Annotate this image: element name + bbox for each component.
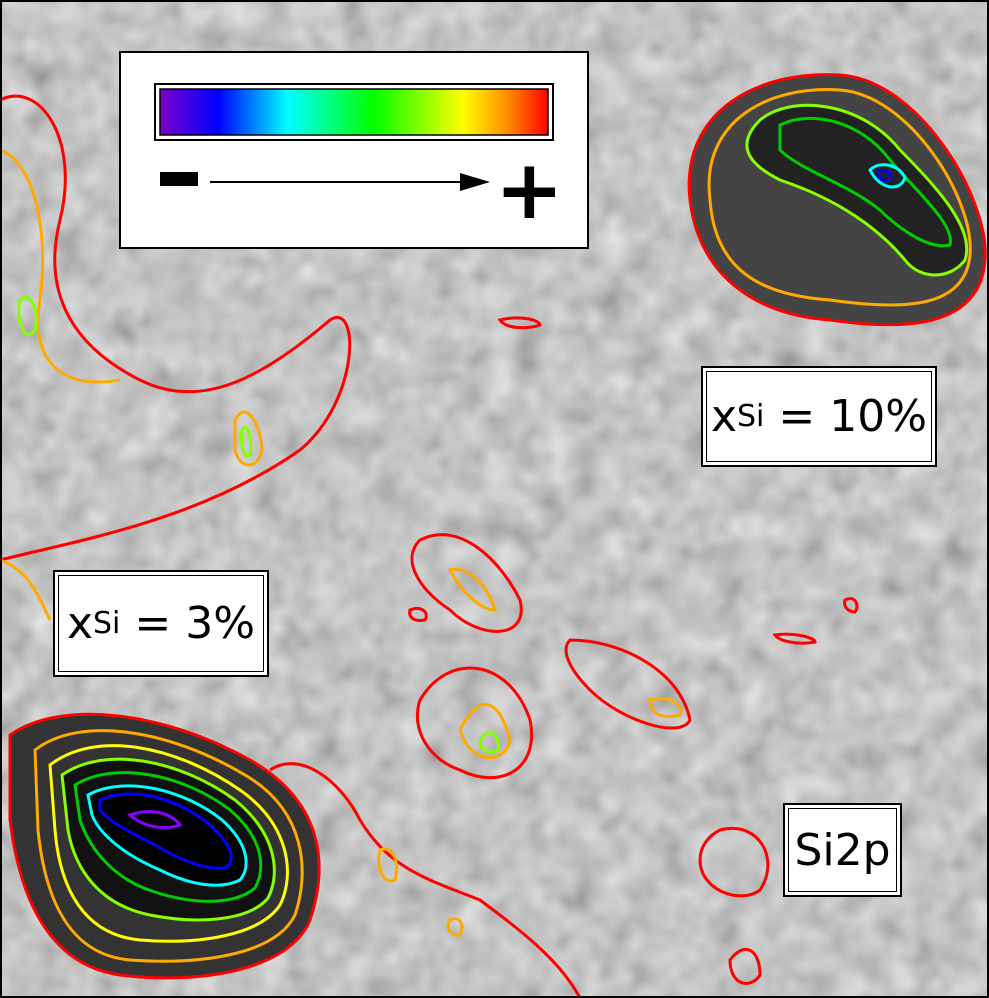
minus-sign-bar xyxy=(160,172,198,186)
symbol: x xyxy=(711,391,737,442)
spectrum-label: Si2p xyxy=(783,803,902,897)
max-sign: + xyxy=(495,150,564,232)
symbol: x xyxy=(67,598,93,649)
label-text: Si2p xyxy=(794,825,890,876)
subscript: Si xyxy=(737,399,764,434)
colorbar xyxy=(160,89,548,135)
value-text: = 3% xyxy=(134,598,255,649)
figure: + - xSi = 10% xSi = 3% Si2p xyxy=(0,0,989,998)
subscript: Si xyxy=(93,606,120,641)
value-text: = 10% xyxy=(778,391,927,442)
